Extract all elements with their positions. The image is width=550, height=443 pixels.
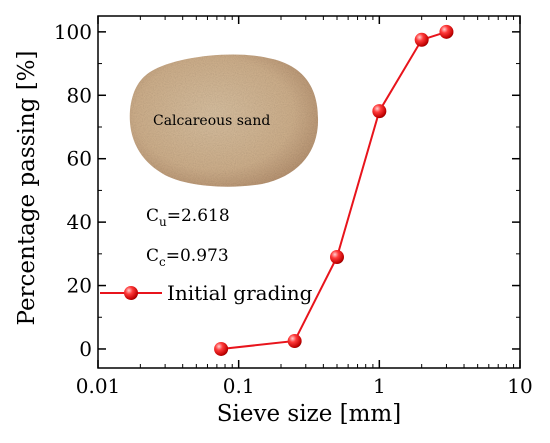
data-point [372, 104, 387, 119]
y-tick-label: 100 [54, 20, 92, 44]
y-axis-title: Percentage passing [%] [14, 50, 40, 325]
cu-annotation: Cu=2.618 [146, 206, 230, 229]
cc-symbol: C [146, 246, 159, 266]
x-tick-label: 1 [373, 374, 386, 398]
sand-photo [129, 54, 319, 187]
y-tick-label: 0 [79, 337, 92, 361]
cu-value: =2.618 [167, 206, 230, 226]
data-point [439, 24, 454, 39]
x-tick-label: 10 [507, 374, 532, 398]
x-axis-title: Sieve size [mm] [217, 401, 401, 427]
data-point [287, 334, 302, 349]
legend: Initial grading [100, 281, 313, 305]
x-tick-label: 0.1 [223, 374, 255, 398]
annotations: Calcareous sand Cu=2.618 Cc=0.973 [146, 113, 270, 269]
legend-label: Initial grading [167, 281, 313, 305]
cu-subscript: u [159, 215, 167, 229]
plot-frame [97, 15, 521, 369]
sand-blob [129, 54, 319, 187]
y-tick-label: 20 [67, 274, 92, 298]
x-tick-label: 0.01 [76, 374, 121, 398]
photo-label: Calcareous sand [153, 113, 270, 129]
cu-symbol: C [146, 206, 159, 226]
cc-value: =0.973 [166, 246, 229, 266]
cc-subscript: c [159, 255, 166, 269]
data-point [214, 341, 229, 356]
cc-annotation: Cc=0.973 [146, 246, 229, 269]
data-point [414, 32, 429, 47]
data-point [329, 250, 344, 265]
y-tick-label: 80 [67, 83, 92, 107]
y-tick-label: 60 [67, 147, 92, 171]
series-layer [214, 24, 454, 356]
legend-marker [124, 286, 138, 300]
y-tick-label: 40 [67, 210, 92, 234]
